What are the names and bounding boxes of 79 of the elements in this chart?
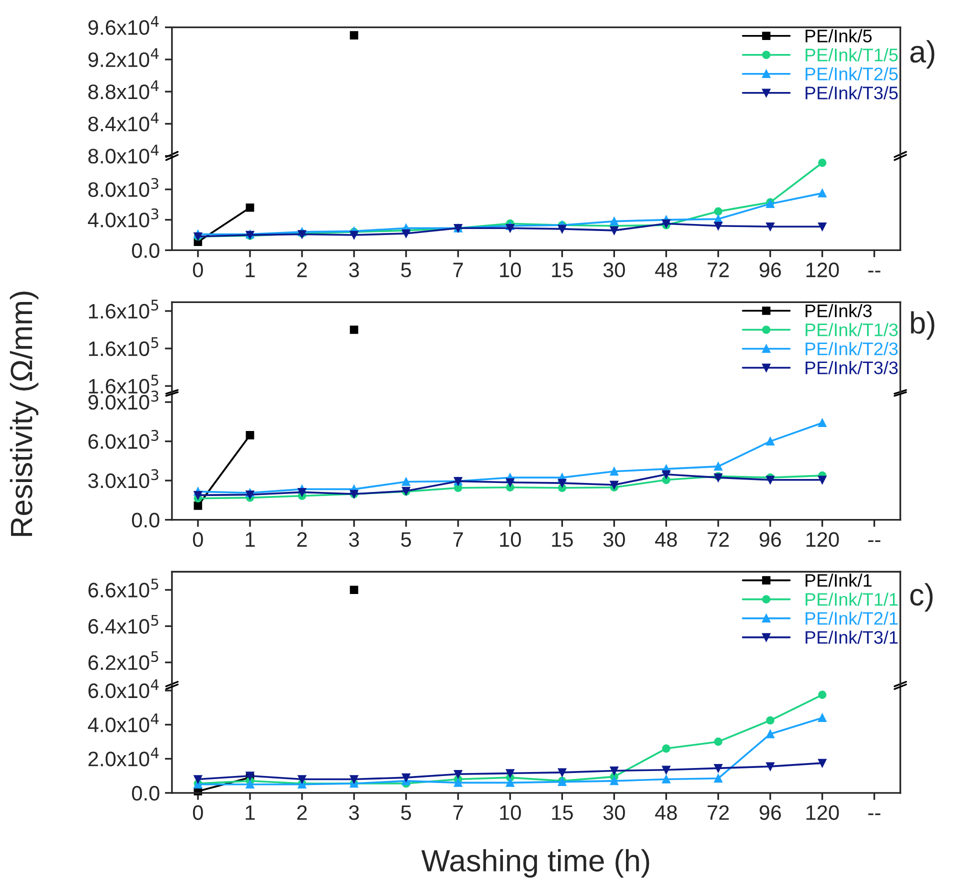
x-tick-label: 48 bbox=[655, 262, 677, 278]
x-tick-label: 96 bbox=[760, 805, 781, 820]
x-tick-label: 7 bbox=[453, 532, 463, 547]
y-tick-label: 9.6x10$^{4}$ bbox=[88, 16, 159, 35]
y-tick-label: 6.6x10$^{5}$ bbox=[88, 578, 158, 598]
y-tick-label: 8.8x10$^{4}$ bbox=[88, 80, 159, 100]
text: c) bbox=[910, 583, 933, 612]
x-tick-label: 0 bbox=[192, 262, 203, 278]
x-tick-label: 5 bbox=[401, 532, 411, 547]
y-tick-label: 8.4x10$^{4}$ bbox=[88, 112, 159, 132]
x-tick-label: 30 bbox=[603, 262, 625, 278]
x-tick-label: 2 bbox=[297, 532, 307, 547]
x-tick-label: 2 bbox=[297, 805, 307, 820]
y-tick-label: 3.0x10$^{3}$ bbox=[88, 469, 158, 488]
y-tick-label: 0.0 bbox=[132, 243, 160, 258]
x-tick-label: 0 bbox=[192, 532, 203, 547]
legend-label: PE/Ink/T3/1 bbox=[806, 630, 898, 644]
x-tick-label: 15 bbox=[552, 262, 573, 278]
legend-label: PE/Ink/T2/3 bbox=[806, 342, 898, 356]
text: a) bbox=[910, 40, 934, 69]
x-tick-label: 10 bbox=[500, 262, 521, 278]
x-tick-label: 72 bbox=[708, 532, 729, 547]
x-tick-label: 5 bbox=[401, 262, 411, 278]
x-tick-label: 120 bbox=[806, 805, 839, 820]
x-tick-label: 2 bbox=[297, 262, 307, 278]
x-tick-label: 96 bbox=[760, 532, 781, 547]
x-tick-label: 5 bbox=[401, 805, 411, 820]
legend-label: PE/Ink/1 bbox=[806, 574, 872, 587]
x-tick-label: 3 bbox=[349, 262, 359, 278]
y-tick-label: 8.0x10$^{3}$ bbox=[88, 178, 158, 197]
y-tick-label: 1.6x10$^{5}$ bbox=[89, 337, 158, 356]
y-tick-label: 0.0 bbox=[132, 786, 160, 801]
x-tick-label: 7 bbox=[453, 262, 463, 278]
legend-label: PE/Ink/3 bbox=[806, 304, 872, 318]
x-tick-label: -- bbox=[868, 540, 880, 542]
x-tick-label: 3 bbox=[349, 532, 359, 547]
x-tick-label: 120 bbox=[806, 532, 839, 547]
y-tick-label: 6.4x10$^{5}$ bbox=[88, 614, 158, 634]
y-tick-label: 1.6x10$^{5}$ bbox=[89, 300, 158, 319]
legend-label: PE/Ink/T1/3 bbox=[806, 322, 898, 336]
x-tick-label: 0 bbox=[192, 805, 203, 820]
legend-label: PE/Ink/T1/1 bbox=[806, 592, 898, 606]
x-tick-label: 15 bbox=[552, 805, 573, 820]
x-tick-label: 72 bbox=[708, 805, 729, 820]
text: b) bbox=[911, 311, 934, 340]
legend-label: PE/Ink/T3/3 bbox=[806, 360, 898, 374]
x-tick-label: 120 bbox=[806, 262, 839, 278]
x-tick-label: 48 bbox=[655, 532, 677, 547]
x-tick-label: 1 bbox=[246, 532, 255, 547]
legend-label: PE/Ink/T3/5 bbox=[806, 86, 898, 100]
x-tick-label: 48 bbox=[655, 805, 677, 820]
x-tick-label: 3 bbox=[349, 805, 359, 820]
x-axis-title: Washing time (h) bbox=[421, 849, 650, 878]
y-axis-title: Resistivity (Ω/mm) bbox=[10, 292, 38, 536]
x-tick-label: 1 bbox=[246, 262, 255, 278]
x-tick-label: 15 bbox=[552, 532, 573, 547]
x-tick-label: 30 bbox=[603, 532, 625, 547]
legend-label: PE/Ink/T1/5 bbox=[806, 48, 898, 62]
legend-label: PE/Ink/5 bbox=[806, 29, 872, 42]
x-tick-label: -- bbox=[868, 270, 880, 272]
y-tick-label: 6.2x10$^{5}$ bbox=[88, 651, 158, 670]
y-tick-label: 9.2x10$^{4}$ bbox=[88, 48, 159, 68]
x-tick-label: 30 bbox=[603, 805, 625, 820]
x-tick-label: 72 bbox=[708, 262, 729, 278]
y-tick-label: 0.0 bbox=[132, 512, 160, 528]
y-tick-label: 4.0x10$^{4}$ bbox=[88, 713, 159, 732]
y-tick-label: 8.0x10$^{4}$ bbox=[88, 144, 159, 164]
legend-label: PE/Ink/T2/1 bbox=[806, 612, 898, 625]
x-tick-label: 96 bbox=[760, 262, 781, 278]
legend-label: PE/Ink/T2/5 bbox=[806, 67, 898, 80]
x-tick-label: 7 bbox=[453, 805, 463, 820]
y-tick-label: 4.0x10$^{3}$ bbox=[88, 208, 158, 228]
y-tick-label: 6.0x10$^{4}$ bbox=[88, 679, 159, 698]
x-tick-label: -- bbox=[868, 813, 880, 816]
x-tick-label: 1 bbox=[246, 805, 255, 820]
x-tick-label: 10 bbox=[500, 532, 521, 547]
y-tick-label: 2.0x10$^{4}$ bbox=[88, 748, 159, 766]
y-tick-label: 6.0x10$^{3}$ bbox=[88, 430, 158, 449]
x-tick-label: 10 bbox=[500, 805, 521, 820]
